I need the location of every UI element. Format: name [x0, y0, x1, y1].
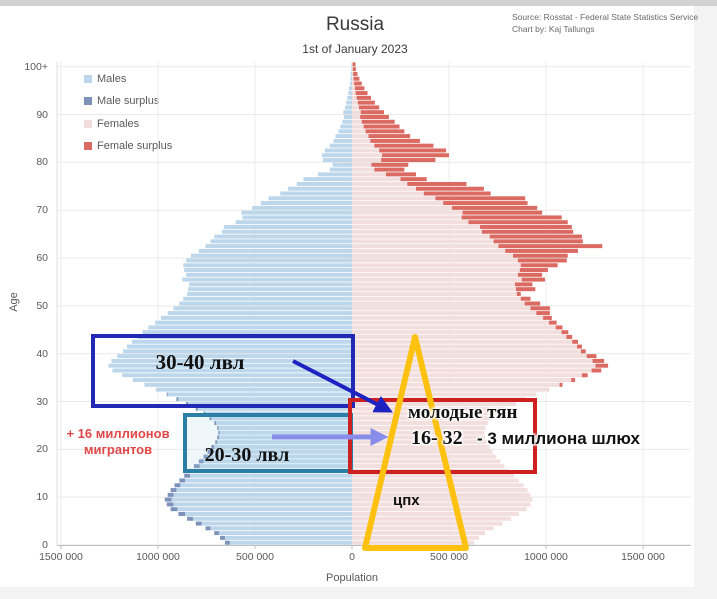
y-tick-label: 0	[42, 539, 48, 551]
x-tick-label: 1500 000	[621, 551, 665, 563]
legend-label: Male surplus	[97, 95, 160, 107]
x-tick-label: 1000 000	[136, 551, 180, 563]
chart-title: Russia	[325, 14, 385, 35]
chart-by-line: Chart by: Kaj Tallungs	[512, 23, 595, 34]
annotation-label-shlyukh: - 3 миллиона шлюх	[477, 429, 640, 448]
y-tick-label: 100+	[24, 60, 48, 73]
legend-swatch-icon	[84, 142, 92, 150]
y-tick-label: 50	[36, 299, 48, 312]
y-tick-label: 10	[36, 491, 48, 504]
bottom-margin-strip	[0, 587, 694, 599]
y-tick-label: 80	[36, 156, 48, 169]
y-tick-label: 90	[36, 108, 48, 121]
right-margin-strip	[694, 6, 717, 599]
y-tick-label: 40	[36, 347, 48, 360]
legend-item-females: Females	[84, 117, 139, 131]
source-credit: Source: Rosstat - Federal State Statisti…	[512, 12, 712, 35]
legend-item-male-surplus: Male surplus	[84, 94, 159, 108]
legend-swatch-icon	[84, 97, 92, 105]
top-border-strip	[0, 0, 717, 6]
annotation-box-20-30	[183, 413, 353, 473]
legend-item-female-surplus: Female surplus	[84, 139, 172, 153]
x-axis-title: Population	[326, 572, 378, 584]
x-tick-label: 1000 000	[524, 551, 568, 563]
legend-swatch-icon	[84, 120, 92, 128]
annotation-label-tyan: молодые тян	[408, 402, 518, 423]
source-line: Source: Rosstat - Federal State Statisti…	[512, 12, 699, 22]
y-tick-label: 70	[36, 204, 48, 217]
annotation-label-migrants: + 16 миллионов мигрантов	[60, 426, 176, 458]
y-tick-label: 30	[36, 395, 48, 408]
annotation-label-cpx: цпх	[393, 492, 420, 509]
legend-item-males: Males	[84, 72, 126, 86]
migrants-line-2: мигрантов	[83, 442, 153, 457]
y-tick-label: 20	[36, 443, 48, 456]
x-tick-label: 0	[349, 551, 355, 563]
legend-swatch-icon	[84, 75, 92, 83]
y-tick-label: 60	[36, 252, 48, 265]
legend-label: Female surplus	[97, 140, 173, 152]
annotation-label-30-40: 30-40 лвл	[155, 350, 245, 374]
annotation-label-16-32: 16- 32	[411, 427, 463, 449]
migrants-line-1: + 16 миллионов	[66, 426, 170, 441]
x-tick-label: 500 000	[430, 551, 468, 563]
legend-label: Males	[97, 73, 127, 85]
x-tick-label: 500 000	[236, 551, 274, 563]
annotation-label-20-30: 20-30 лвл	[204, 444, 290, 466]
x-tick-label: 1500 000	[39, 551, 83, 563]
chart-subtitle: 1st of January 2023	[302, 42, 408, 56]
legend-label: Females	[97, 118, 140, 130]
